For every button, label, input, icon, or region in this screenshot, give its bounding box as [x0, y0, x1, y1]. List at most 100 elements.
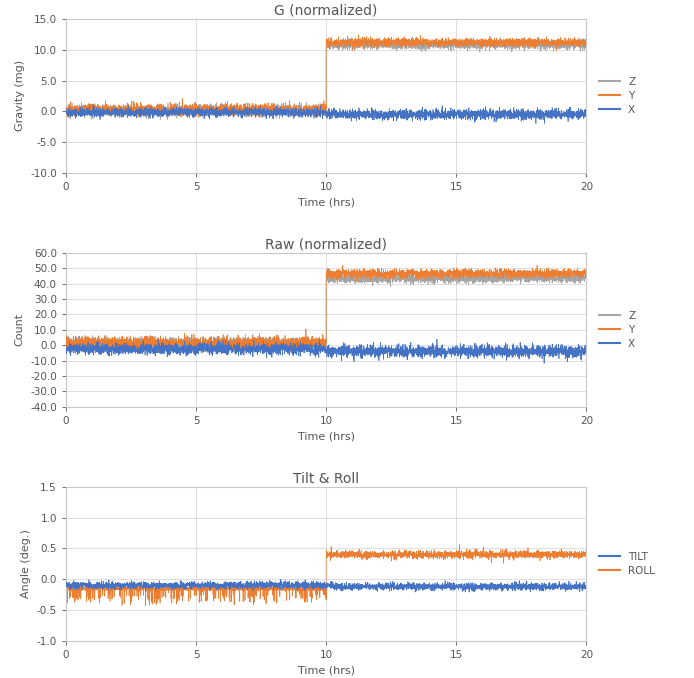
Y: [440, 41, 448, 49]
Y-axis label: Count: Count: [15, 313, 24, 346]
X: [62, 107, 70, 115]
X: [280, 350, 289, 358]
Z: [310, 341, 318, 349]
Y: [62, 107, 70, 115]
ROLL: [440, 549, 448, 557]
Legend: Z, Y, X: Z, Y, X: [597, 75, 637, 117]
Z: [541, 275, 549, 283]
X: [309, 345, 317, 353]
ROLL: [455, 540, 464, 549]
X: [310, 109, 318, 117]
Line: Y: Y: [66, 35, 586, 118]
ROLL: [541, 550, 549, 558]
Y: [533, 261, 541, 269]
X-axis label: Time (hrs): Time (hrs): [298, 665, 355, 675]
X: [566, 348, 575, 356]
ROLL: [62, 582, 70, 591]
TILT: [440, 580, 448, 588]
Z: [163, 115, 171, 123]
Y: [566, 269, 575, 277]
Y: [310, 338, 318, 346]
X: [89, 100, 97, 108]
Z: [440, 269, 448, 277]
Y-axis label: Angle (deg.): Angle (deg.): [21, 530, 31, 598]
TILT: [566, 580, 575, 589]
TILT: [280, 582, 289, 590]
X: [582, 353, 591, 361]
TILT: [276, 576, 285, 584]
X-axis label: Time (hrs): Time (hrs): [298, 431, 355, 441]
Y: [566, 41, 575, 49]
Z: [62, 109, 70, 117]
X: [541, 113, 549, 121]
Y: [440, 269, 448, 277]
Z: [498, 267, 507, 275]
Z: [310, 114, 318, 122]
ROLL: [280, 584, 289, 593]
Y: [310, 106, 318, 114]
Y: [280, 106, 289, 115]
Z: [285, 336, 293, 344]
TILT: [541, 581, 549, 589]
Y: [65, 114, 74, 122]
ROLL: [566, 552, 575, 560]
Z: [496, 33, 505, 41]
X-axis label: Time (hrs): Time (hrs): [298, 197, 355, 207]
Z: [62, 337, 70, 345]
Z: [285, 106, 293, 114]
TILT: [285, 579, 293, 587]
Y: [285, 341, 293, 349]
Y: [582, 37, 591, 45]
Title: G (normalized): G (normalized): [275, 4, 378, 18]
Y: [213, 350, 221, 358]
Legend: TILT, ROLL: TILT, ROLL: [597, 550, 657, 578]
Line: Z: Z: [66, 271, 586, 353]
Y-axis label: Gravity (mg): Gravity (mg): [15, 60, 24, 132]
X: [540, 359, 548, 367]
Legend: Z, Y, X: Z, Y, X: [597, 308, 637, 351]
Y: [582, 268, 591, 277]
Line: Z: Z: [66, 37, 586, 119]
X: [440, 113, 448, 121]
Line: Y: Y: [66, 265, 586, 354]
Y: [541, 39, 549, 47]
Z: [582, 273, 591, 281]
X: [433, 335, 441, 343]
Y: [280, 337, 289, 345]
X: [62, 342, 70, 350]
X: [440, 352, 448, 360]
TILT: [465, 588, 473, 596]
Z: [566, 40, 575, 48]
Title: Tilt & Roll: Tilt & Roll: [293, 472, 359, 485]
Z: [541, 43, 549, 51]
Y: [541, 266, 549, 275]
X: [285, 106, 293, 115]
Y: [355, 31, 363, 39]
Z: [280, 338, 289, 346]
X: [566, 112, 575, 120]
Z: [440, 43, 448, 51]
X: [280, 108, 289, 117]
ROLL: [310, 584, 318, 593]
X: [582, 105, 591, 113]
TILT: [310, 580, 318, 589]
ROLL: [142, 601, 150, 610]
X: [532, 119, 540, 127]
TILT: [582, 582, 591, 591]
Line: TILT: TILT: [66, 580, 586, 592]
ROLL: [582, 549, 591, 557]
Line: X: X: [66, 339, 586, 363]
Z: [308, 349, 316, 357]
TILT: [62, 582, 70, 591]
ROLL: [285, 586, 293, 594]
Z: [582, 43, 591, 51]
Title: Raw (normalized): Raw (normalized): [265, 238, 387, 252]
Y: [62, 340, 70, 348]
Y: [285, 111, 293, 119]
Z: [280, 108, 289, 116]
X: [285, 343, 293, 351]
X: [541, 341, 549, 349]
Line: X: X: [66, 104, 586, 123]
Z: [566, 275, 575, 283]
Line: ROLL: ROLL: [66, 544, 586, 605]
